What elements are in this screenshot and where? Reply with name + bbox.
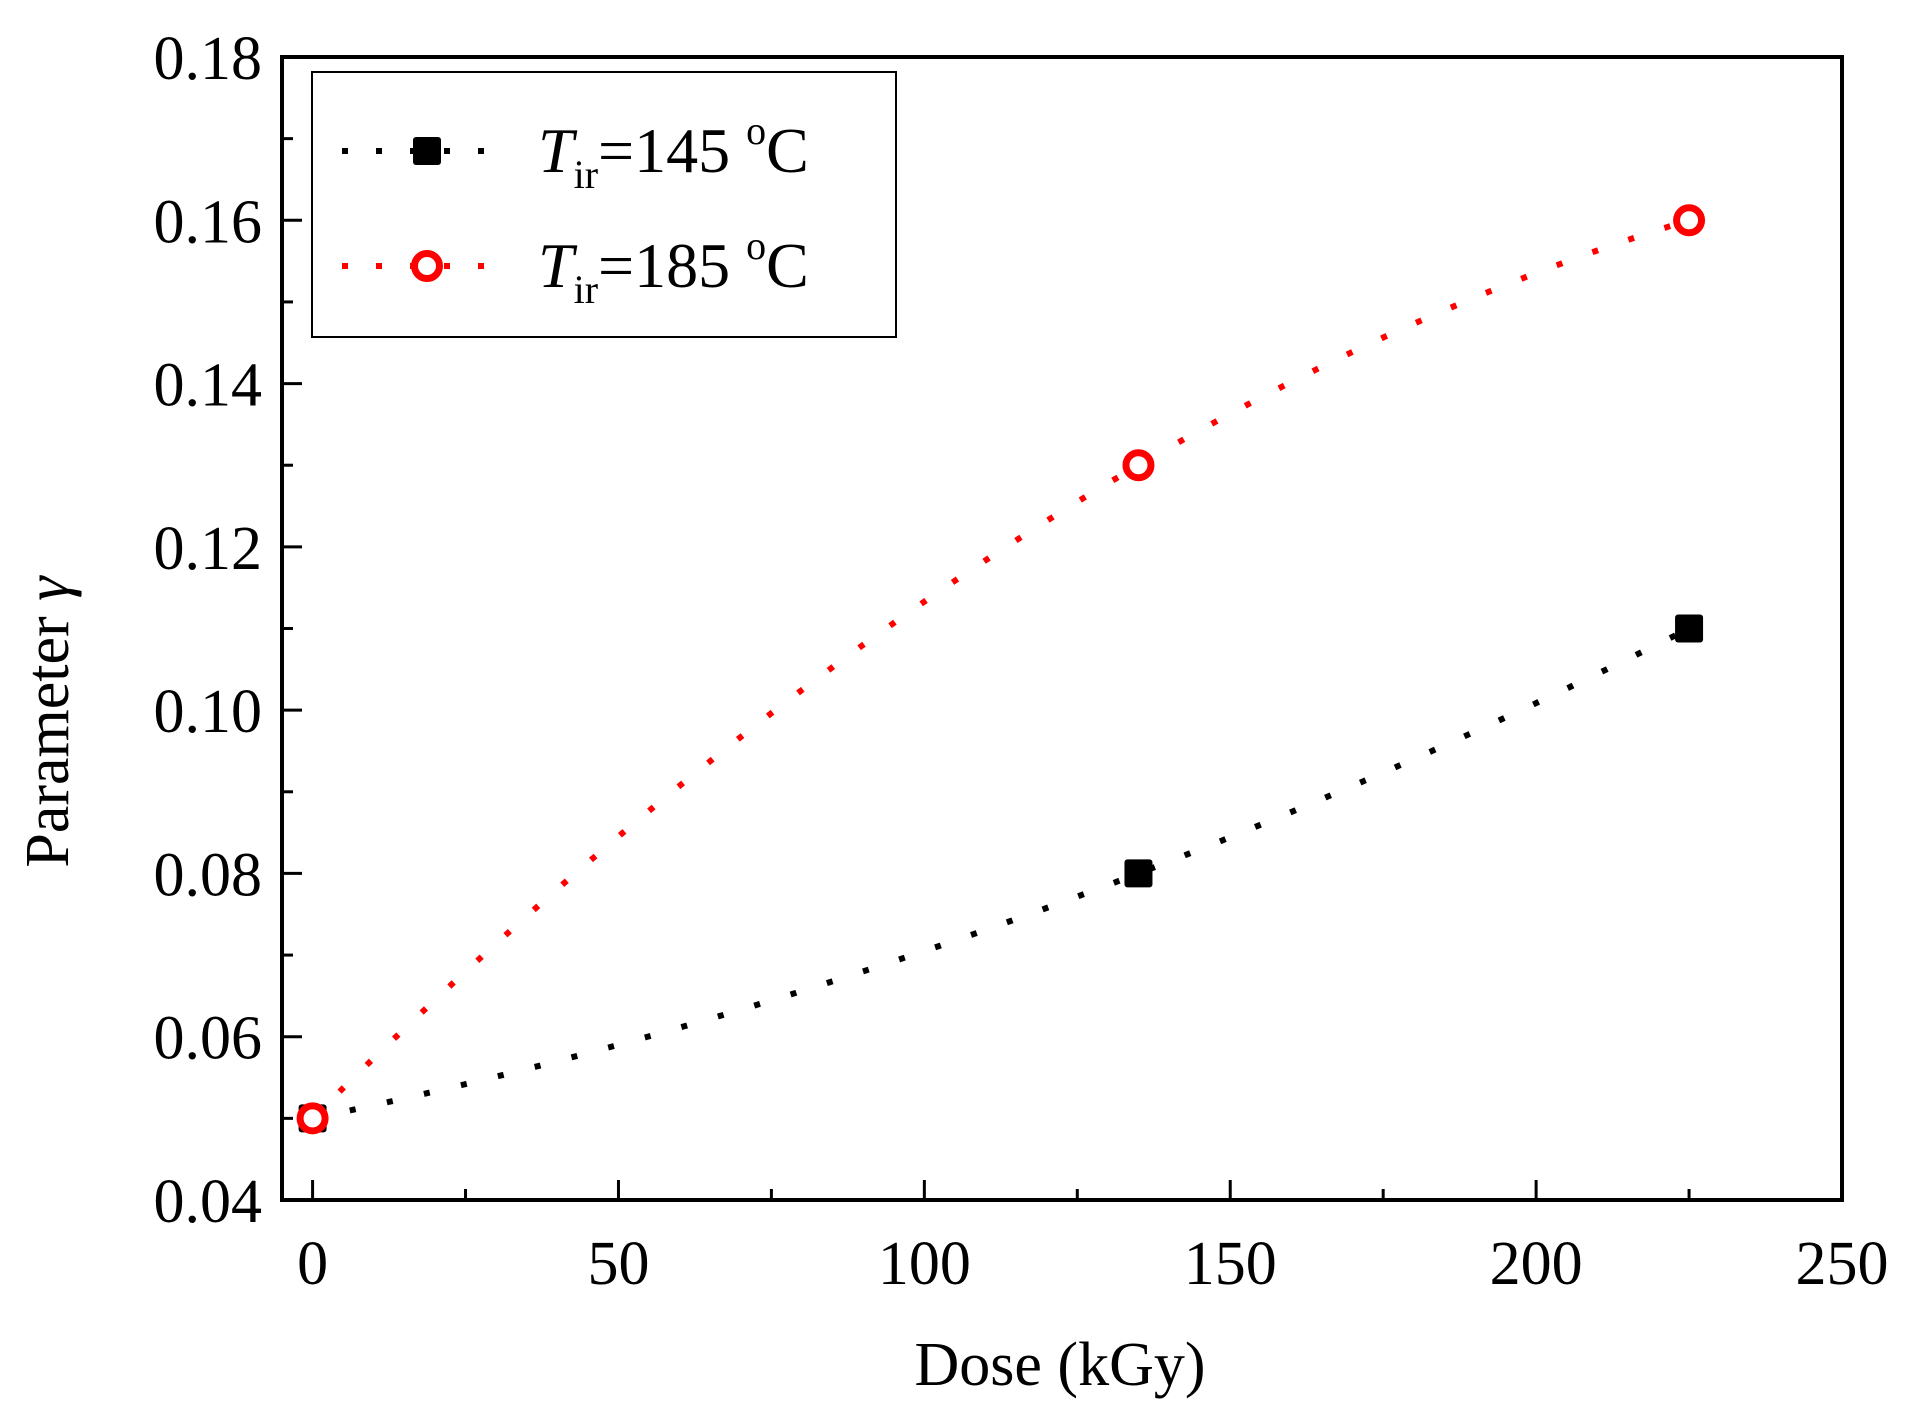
data-markers: [296, 204, 1706, 1135]
legend-samples: [342, 137, 512, 282]
x-tick-label: 0: [297, 1230, 328, 1298]
data-point-series-0: [1675, 614, 1704, 643]
legend-label-185-sup: o: [746, 223, 766, 268]
y-tick-label: 0.08: [154, 841, 263, 909]
legend-marker-sample-0: [413, 137, 441, 165]
x-tick-label: 100: [878, 1230, 971, 1298]
legend-label-185-sub: ir: [574, 267, 598, 312]
legend-label-185-var: T: [538, 230, 578, 301]
data-point-series-1: [1122, 449, 1155, 482]
x-tick-label: 50: [587, 1230, 649, 1298]
legend-marker-sample-1: [411, 250, 443, 282]
y-tick-label: 0.06: [154, 1005, 263, 1073]
x-tick-label: 250: [1796, 1230, 1889, 1298]
legend-label-145-sub: ir: [574, 152, 598, 197]
x-tick-label: 150: [1184, 1230, 1277, 1298]
legend-label-145-var: T: [538, 115, 578, 186]
y-tick-label: 0.14: [154, 352, 263, 420]
data-point-series-1: [296, 1102, 329, 1135]
y-axis-title-symbol: γ: [14, 575, 82, 601]
y-tick-label: 0.12: [154, 515, 263, 583]
y-axis-title-text: Parameter: [14, 616, 82, 868]
data-point-series-0: [1124, 859, 1153, 888]
legend-box: [311, 71, 897, 338]
legend-label-185-eq: =185: [598, 230, 746, 301]
y-tick-label: 0.18: [154, 25, 263, 93]
axis-ticks: [282, 55, 1844, 1202]
y-tick-label: 0.04: [154, 1168, 263, 1236]
y-axis-title: Parameter γ: [14, 575, 82, 868]
x-tick-label: 200: [1490, 1230, 1583, 1298]
legend: Tir=145 oC Tir=185 oC: [311, 71, 897, 338]
legend-label-185-unit: C: [766, 230, 809, 301]
legend-label-145-sup: o: [746, 108, 766, 153]
data-point-series-1: [1673, 204, 1706, 237]
x-axis-title: Dose (kGy): [915, 1331, 1206, 1399]
legend-label-145: Tir=145 oC: [538, 108, 809, 197]
legend-label-185: Tir=185 oC: [538, 223, 809, 312]
legend-label-145-eq: =145: [598, 115, 746, 186]
y-tick-label: 0.16: [154, 188, 263, 256]
y-tick-labels: 0.04 0.06 0.08 0.10 0.12 0.14 0.16 0.18: [154, 25, 263, 1236]
x-tick-labels: 0 50 100 150 200 250: [297, 1230, 1888, 1298]
legend-label-145-unit: C: [766, 115, 809, 186]
y-tick-label: 0.10: [154, 678, 263, 746]
